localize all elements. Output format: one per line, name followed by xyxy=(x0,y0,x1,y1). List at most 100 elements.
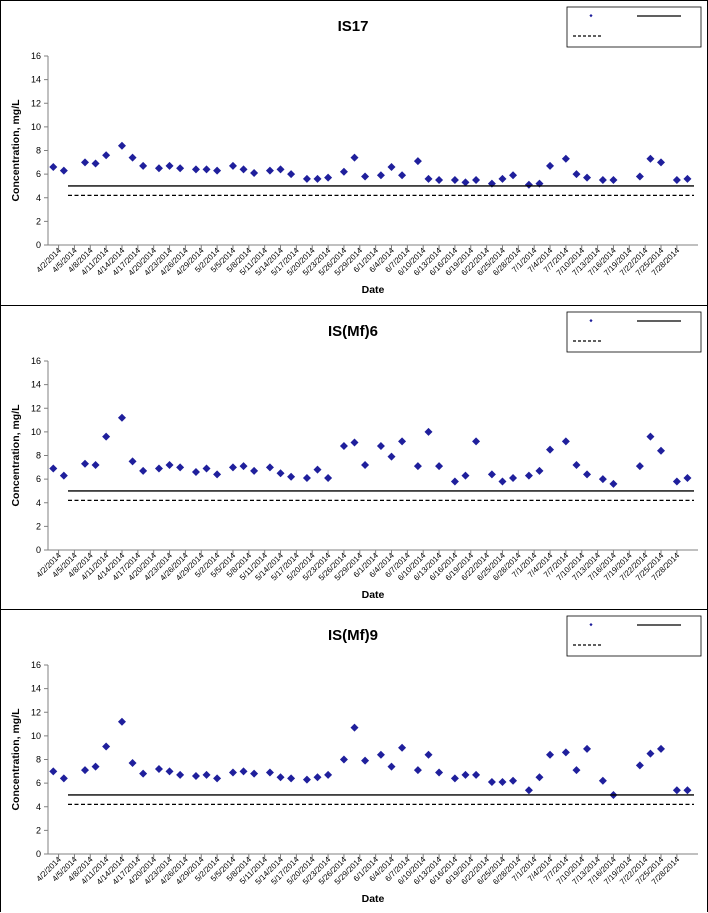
data-point xyxy=(228,161,237,170)
data-point xyxy=(646,749,655,758)
data-point xyxy=(487,470,496,479)
data-point xyxy=(398,171,407,180)
data-point xyxy=(524,786,533,795)
data-point xyxy=(228,463,237,472)
data-point xyxy=(128,457,137,466)
y-tick-label: 10 xyxy=(31,122,41,132)
chart-title: IS(Mf)6 xyxy=(328,323,378,340)
data-point xyxy=(265,768,274,777)
data-point xyxy=(509,776,518,785)
data-point xyxy=(117,717,126,726)
x-axis-title: Date xyxy=(362,284,385,296)
data-point xyxy=(59,774,68,783)
data-point xyxy=(287,472,296,481)
data-point xyxy=(609,176,618,185)
data-point xyxy=(635,172,644,181)
data-point xyxy=(80,158,89,167)
data-point xyxy=(91,460,100,469)
data-point xyxy=(450,176,459,185)
data-point xyxy=(102,432,111,441)
chart-svg: IS(Mf)902468101214164/2/20144/5/20144/8/… xyxy=(10,615,702,905)
data-point xyxy=(672,786,681,795)
data-point xyxy=(202,165,211,174)
data-point xyxy=(102,742,111,751)
data-point xyxy=(324,173,333,182)
y-tick-label: 16 xyxy=(31,660,41,670)
data-point xyxy=(435,462,444,471)
y-tick-label: 8 xyxy=(36,146,41,156)
data-point xyxy=(361,172,370,181)
y-axis-title: Concentration, mg/L xyxy=(10,404,22,507)
data-point xyxy=(324,770,333,779)
data-point xyxy=(472,176,481,185)
data-point xyxy=(683,473,692,482)
data-point xyxy=(176,463,185,472)
data-point xyxy=(191,165,200,174)
data-point xyxy=(450,477,459,486)
y-axis-title: Concentration, mg/L xyxy=(10,708,22,811)
data-point xyxy=(191,772,200,781)
data-point xyxy=(672,477,681,486)
y-tick-label: 8 xyxy=(36,755,41,765)
data-point xyxy=(376,171,385,180)
chart-panel-is17: IS17 0 2 4 6 8 10 12 14 16 4/2/2014 4/5/2014 4/8/201… xyxy=(1,1,707,304)
data-point xyxy=(250,466,259,475)
data-point xyxy=(461,178,470,187)
y-tick-label: 0 xyxy=(36,545,41,555)
data-point xyxy=(350,723,359,732)
data-point xyxy=(80,766,89,775)
data-point xyxy=(176,770,185,779)
data-point xyxy=(509,473,518,482)
data-point xyxy=(324,473,333,482)
data-point xyxy=(524,180,533,189)
data-point xyxy=(49,163,58,172)
data-point xyxy=(572,460,581,469)
data-point xyxy=(339,442,348,451)
data-point xyxy=(91,159,100,168)
data-point xyxy=(424,427,433,436)
y-tick-label: 12 xyxy=(31,707,41,717)
x-axis-title: Date xyxy=(362,589,385,601)
data-point xyxy=(376,750,385,759)
data-point xyxy=(350,153,359,162)
data-point xyxy=(583,173,592,182)
data-point xyxy=(239,462,248,471)
y-tick-label: 2 xyxy=(36,521,41,531)
data-point xyxy=(49,464,58,473)
data-point xyxy=(657,744,666,753)
data-point xyxy=(191,468,200,477)
y-tick-label: 14 xyxy=(31,380,41,390)
data-point xyxy=(387,452,396,461)
y-tick-label: 10 xyxy=(31,427,41,437)
data-point xyxy=(461,471,470,480)
data-point xyxy=(91,762,100,771)
data-point xyxy=(350,438,359,447)
data-point xyxy=(561,154,570,163)
data-point xyxy=(165,767,174,776)
y-tick-label: 14 xyxy=(31,684,41,694)
data-point xyxy=(202,464,211,473)
data-point xyxy=(657,158,666,167)
data-point xyxy=(535,773,544,782)
data-point xyxy=(265,166,274,175)
data-point xyxy=(498,777,507,786)
y-tick-label: 4 xyxy=(36,498,41,508)
data-point xyxy=(59,471,68,480)
data-point xyxy=(361,756,370,765)
data-point xyxy=(313,465,322,474)
data-point xyxy=(598,475,607,484)
y-tick-label: 6 xyxy=(36,169,41,179)
data-point xyxy=(509,171,518,180)
data-point xyxy=(213,470,222,479)
chart-title: IS17 xyxy=(338,18,369,35)
data-point xyxy=(339,755,348,764)
data-point xyxy=(498,477,507,486)
data-point xyxy=(635,761,644,770)
data-point xyxy=(387,163,396,172)
data-point xyxy=(165,460,174,469)
data-point xyxy=(583,744,592,753)
data-point xyxy=(154,164,163,173)
data-point xyxy=(398,743,407,752)
data-point xyxy=(287,774,296,783)
